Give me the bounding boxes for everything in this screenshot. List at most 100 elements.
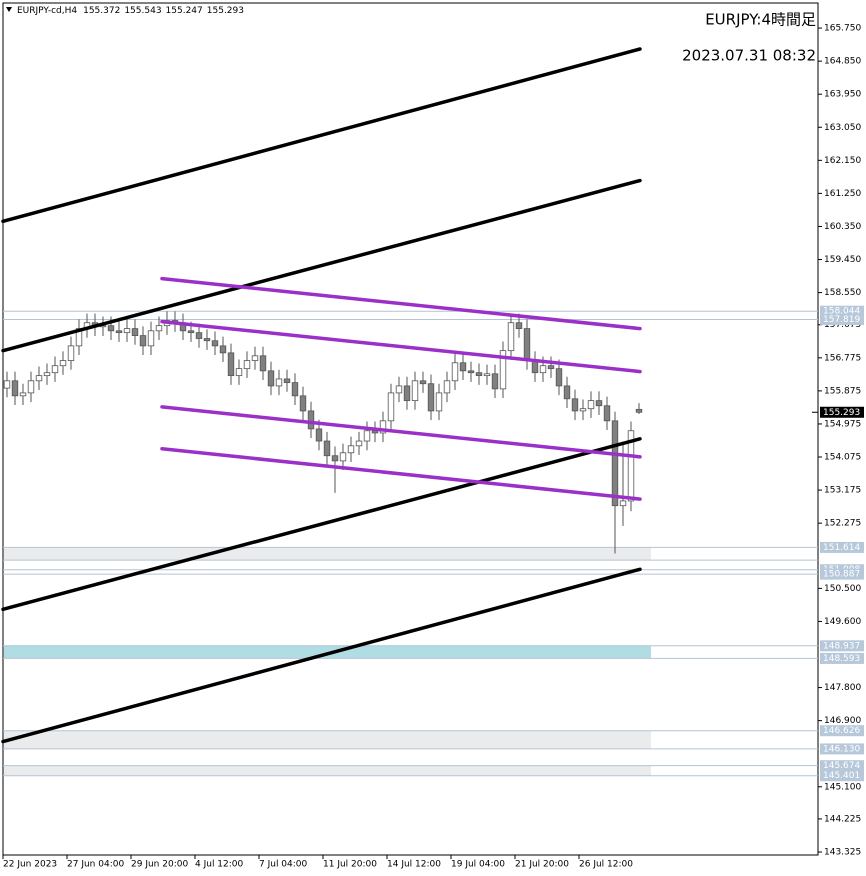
candle-body (587, 400, 595, 410)
candle-body (379, 420, 387, 434)
last-price-box (820, 406, 864, 418)
header-close: 155.293 (207, 6, 244, 16)
level-label-box (820, 770, 864, 782)
trend-line (1, 567, 642, 744)
candle-body (419, 380, 427, 385)
candle-body (195, 332, 203, 339)
y-tick-label: 152.275 (824, 519, 861, 529)
candle-body (443, 380, 451, 394)
zone (4, 311, 651, 320)
y-tick-label: 162.150 (824, 156, 861, 166)
candle-body (59, 360, 67, 367)
x-tick-label: 11 Jul 20:00 (323, 860, 377, 870)
zone (4, 765, 651, 776)
trend-line (1, 178, 642, 353)
candle-body (315, 428, 323, 442)
candle-body (131, 328, 139, 336)
candle-body (123, 328, 131, 334)
candle-body (491, 373, 499, 390)
trend-line (160, 319, 642, 374)
header-open: 155.372 (83, 6, 120, 16)
candle-body (107, 325, 115, 332)
y-tick-label: 144.225 (824, 814, 861, 824)
candle-body (35, 375, 43, 382)
candle-body (539, 365, 547, 374)
level-label-box (820, 743, 864, 755)
y-tick-label: 165.750 (824, 24, 861, 34)
candle-body (427, 383, 435, 412)
x-tick-label: 14 Jul 12:00 (387, 860, 441, 870)
candle-body (475, 372, 483, 377)
candle-body (3, 380, 11, 389)
menu-arrow (6, 7, 12, 12)
candle-body (11, 380, 19, 397)
header: EURJPY-cd,H4 155.372 155.543 155.247 155.293 (17, 6, 244, 16)
candle-body (203, 338, 211, 342)
y-tick-label: 163.950 (824, 90, 861, 100)
candle-body (603, 405, 611, 422)
y-tick-label: 154.075 (824, 453, 861, 463)
trend-line (1, 47, 642, 224)
candle-body (483, 373, 491, 377)
level-label-box (820, 313, 864, 325)
y-tick-label: 147.800 (824, 683, 861, 693)
level-label: 145.674 (823, 761, 860, 771)
y-tick-label: 143.325 (824, 847, 861, 857)
candle-body (331, 455, 339, 462)
x-tick-label: 27 Jun 04:00 (67, 860, 124, 870)
y-tick-label: 161.250 (824, 189, 861, 199)
candle-body (27, 380, 35, 394)
candle-body (523, 328, 531, 361)
chart-title: EURJPY:4時間足 (705, 11, 816, 29)
level-label: 146.626 (823, 726, 860, 736)
y-tick-label: 163.050 (824, 123, 861, 133)
y-tick-label: 149.600 (824, 617, 861, 627)
candle-body (579, 408, 587, 412)
candle-body (571, 398, 579, 412)
header-low: 155.247 (166, 6, 203, 16)
header-high: 155.543 (124, 6, 161, 16)
candle-body (619, 500, 627, 507)
y-tick-label: 156.775 (824, 353, 861, 363)
candle-body (211, 340, 219, 347)
level-label-box (820, 541, 864, 553)
level-label-box (820, 640, 864, 652)
candle-body (363, 430, 371, 442)
trend-line (1, 437, 642, 612)
candle-body (555, 368, 563, 387)
candle-body (547, 365, 555, 370)
candle-body (51, 365, 59, 374)
level-label: 148.593 (823, 654, 860, 664)
y-tick-label: 146.900 (824, 716, 861, 726)
candle-body (635, 408, 643, 413)
candle-body (243, 360, 251, 370)
level-label-box (820, 760, 864, 772)
zone (4, 730, 651, 749)
candle-body (507, 322, 515, 352)
candle-body (411, 380, 419, 402)
candle-body (219, 345, 227, 354)
x-tick-label: 26 Jul 12:00 (579, 860, 633, 870)
x-tick-label: 4 Jul 12:00 (195, 860, 244, 870)
candle-body (395, 385, 403, 394)
level-label: 157.819 (823, 315, 860, 325)
y-tick-label: 159.450 (824, 255, 861, 265)
zone (4, 547, 651, 561)
level-label: 148.937 (823, 641, 860, 651)
y-tick-label: 158.550 (824, 288, 861, 298)
candle-body (291, 382, 299, 397)
last-price-label: 155.293 (823, 408, 860, 418)
candle-body (155, 325, 163, 332)
y-tick-label: 145.100 (824, 782, 861, 792)
candle-body (235, 368, 243, 377)
level-label: 151.614 (823, 543, 860, 553)
x-tick-label: 22 Jun 2023 (3, 860, 57, 870)
candle-body (403, 385, 411, 402)
y-tick-label: 155.875 (824, 386, 861, 396)
candle-body (595, 400, 603, 407)
candle-body (627, 430, 635, 502)
trend-line (160, 276, 642, 331)
candle-body (515, 322, 523, 330)
